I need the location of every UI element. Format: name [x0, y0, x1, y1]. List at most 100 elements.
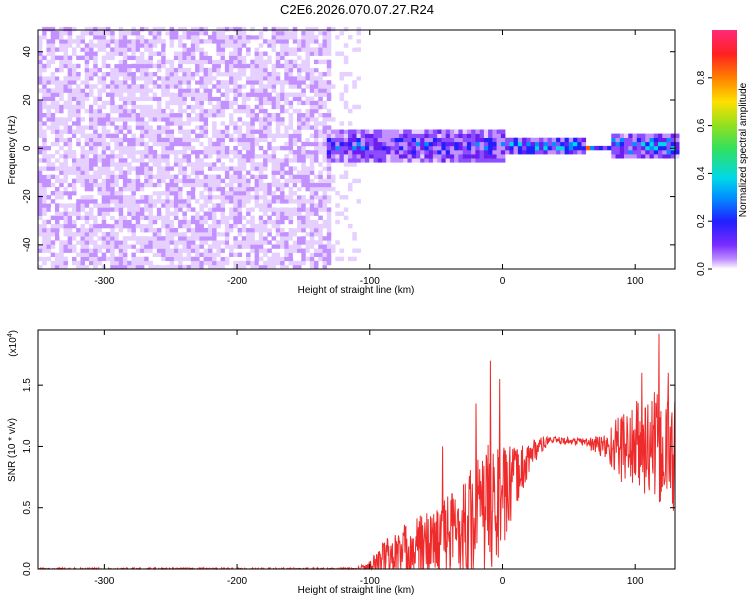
snr-x-ticks: -300 -200 -100 0 100: [94, 330, 644, 587]
spectrogram-cell: [89, 47, 94, 52]
spectrogram-cell: [182, 55, 187, 60]
spectrogram-cell: [318, 31, 323, 36]
spectrogram-cell: [220, 248, 226, 253]
spectrogram-cell: [475, 129, 480, 134]
spectrogram-cell: [131, 223, 136, 229]
spectrogram-cell: [441, 141, 446, 147]
spectrogram-cell: [611, 154, 616, 159]
spectrogram-cell: [131, 199, 136, 204]
spectrogram-cell: [292, 178, 298, 184]
spectrogram-cell: [195, 100, 200, 106]
spectrogram-cell: [297, 232, 302, 237]
spectrogram-cell: [135, 211, 141, 216]
spectrogram-cell: [309, 67, 315, 73]
spectrogram-cell: [632, 145, 637, 151]
spectrogram-cell: [59, 92, 64, 97]
spectrogram-cell: [551, 141, 557, 147]
spectrogram-cell: [386, 141, 391, 147]
spectrogram-cell: [131, 141, 136, 147]
spectrogram-cell: [67, 215, 73, 220]
spectrogram-cell: [224, 125, 230, 130]
spectrogram-cell: [89, 35, 94, 40]
spectrogram-cell: [564, 150, 570, 155]
spectrogram-cell: [190, 51, 196, 56]
spectrogram-cell: [258, 195, 264, 200]
spectrogram-cell: [122, 137, 128, 143]
spectrogram-cell: [564, 145, 570, 151]
spectrogram-cell: [326, 113, 332, 118]
spectrogram-cell: [203, 113, 209, 118]
spectrogram-cell: [101, 104, 107, 110]
spectrogram-cell: [246, 182, 251, 188]
spectrogram-cell: [173, 51, 179, 56]
spectrogram-cell: [322, 104, 327, 110]
spectrogram-cell: [288, 178, 294, 184]
spectrogram-cell: [288, 80, 294, 85]
spectrogram-cell: [144, 104, 149, 110]
spectrogram-cell: [139, 141, 145, 147]
spectrogram-cell: [38, 92, 43, 97]
spectrogram-cell: [224, 55, 230, 60]
spectrogram-cell: [560, 145, 565, 151]
spectrogram-cell: [161, 166, 166, 171]
spectrogram-cell: [203, 260, 209, 266]
spectrogram-cell: [288, 84, 294, 89]
spectrogram-cell: [318, 51, 323, 56]
spectrogram-cell: [139, 76, 145, 81]
spectrogram-cell: [309, 244, 315, 249]
spectrogram-cell: [182, 108, 187, 114]
spectrogram-cell: [118, 244, 124, 249]
spectrogram-cell: [110, 133, 115, 138]
spectrogram-cell: [89, 207, 94, 212]
spectrogram-cell: [114, 207, 119, 212]
spectrogram-cell: [186, 195, 192, 200]
spectrogram-cell: [258, 80, 264, 85]
spectrogram-cell: [182, 26, 187, 32]
spectrogram-cell: [216, 84, 221, 89]
spectrogram-cell: [309, 264, 315, 270]
spectrogram-cell: [118, 207, 124, 212]
spectrogram-cell: [161, 256, 166, 262]
spectrogram-cell: [246, 236, 251, 241]
spectrogram-cell: [50, 96, 56, 101]
spectrogram-cell: [284, 195, 289, 200]
spectrogram-cell: [50, 47, 56, 52]
spectrogram-cell: [649, 145, 654, 151]
spectrogram-cell: [271, 150, 277, 155]
spectrogram-cell: [156, 67, 162, 73]
spectrogram-cell: [195, 228, 200, 233]
spectrogram-cell: [63, 117, 68, 122]
spectrogram-cell: [263, 137, 268, 143]
spectrogram-cell: [93, 113, 98, 118]
spectrogram-cell: [169, 92, 175, 97]
spectrogram-cell: [101, 191, 107, 196]
spectrogram-cell: [182, 203, 187, 208]
spectrogram-cell: [305, 154, 310, 159]
spectrogram-cell: [229, 63, 234, 69]
spectrogram-cell: [241, 162, 247, 167]
spectrogram-cell: [246, 240, 251, 245]
spectrogram-cell: [169, 232, 175, 237]
spectrogram-cell: [492, 129, 497, 134]
spectrogram-cell: [250, 186, 255, 192]
spectrogram-cell: [173, 76, 179, 81]
spectrogram-cell: [156, 108, 162, 114]
spectrogram-cell: [101, 158, 107, 163]
spectrogram-cell: [420, 145, 425, 151]
spectrogram-cell: [105, 154, 111, 159]
spectrogram-cell: [199, 133, 204, 138]
spectrogram-cell: [46, 88, 51, 93]
spectrogram-cell: [122, 215, 128, 220]
spectrogram-cell: [186, 88, 192, 93]
spectrogram-cell: [139, 264, 145, 270]
spectrogram-cell: [118, 215, 124, 220]
spectrogram-cell: [101, 141, 107, 147]
spectrogram-cell: [182, 223, 187, 229]
spectrogram-cell: [326, 137, 332, 143]
spectrogram-cell: [246, 96, 251, 101]
spectrogram-cell: [105, 84, 111, 89]
spectrogram-cell: [122, 178, 128, 184]
spectrogram-cell: [42, 186, 47, 192]
spectrogram-cell: [288, 252, 294, 257]
spectrogram-cell: [275, 133, 281, 138]
